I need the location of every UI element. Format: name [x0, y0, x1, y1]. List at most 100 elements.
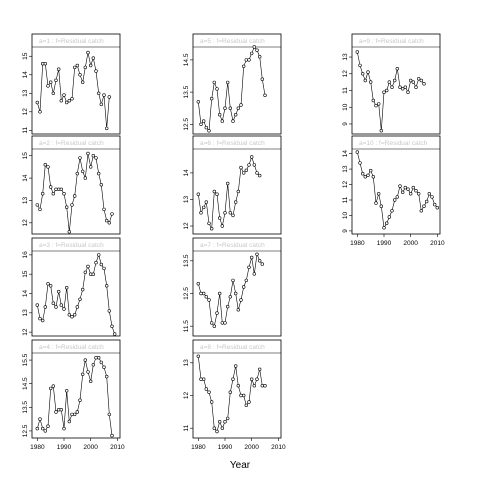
panel-8-ytick-label: 13 [183, 359, 190, 367]
panel-9-frame [351, 33, 441, 135]
panel-2-point [102, 207, 106, 212]
panel-7-point [247, 265, 251, 269]
panel-2-ytick-label: 13 [22, 196, 29, 204]
panel-5-ytick-label: 13.5 [183, 85, 190, 98]
panel-8-point [223, 420, 227, 424]
panel-4-point [64, 389, 69, 393]
panel-6-point [236, 189, 241, 194]
panel-6-point [231, 213, 235, 218]
panel-3-point [80, 287, 85, 292]
panel-5-point [210, 96, 214, 101]
panel-4-xtick-label: 2000 [83, 444, 98, 451]
panel-4-point [102, 365, 106, 369]
panel-2-point [94, 156, 98, 160]
panel-2-point [48, 185, 53, 189]
panel-4-point [94, 356, 98, 360]
panel-2-point [70, 203, 74, 207]
panel-8-point [260, 384, 264, 388]
panel-9-point [363, 78, 367, 83]
panel-6-point [255, 171, 259, 175]
panel-10-point [355, 150, 359, 154]
panel-10-point [395, 195, 399, 199]
panel-5-point [202, 119, 206, 123]
panel-3-point [94, 260, 98, 265]
panel-10-xtick-label: 2000 [403, 240, 418, 247]
panel-10-point [398, 184, 402, 188]
panel-10-point [361, 172, 365, 176]
panel-2-point [104, 218, 109, 223]
panel-8-point [202, 377, 206, 381]
panel-9-point [411, 80, 415, 84]
panel-2-point [80, 169, 85, 174]
panel-8-point [210, 400, 214, 404]
panel-1-ytick-label: 11 [22, 127, 29, 134]
panel-4-xtick-label: 1990 [57, 444, 72, 451]
panel-9-ytick-label: 13 [342, 53, 349, 61]
panel-7-point [252, 272, 257, 276]
panel-1-point [104, 126, 109, 131]
panel-4-point [43, 429, 47, 433]
panel-4-point [67, 419, 72, 424]
panel-10-point [435, 206, 439, 210]
panel-4-xtick-label: 1980 [30, 444, 45, 451]
panel-10-point [379, 204, 383, 208]
panel-3-point [99, 262, 104, 267]
panel-9-point [361, 72, 365, 76]
panel-7-point [207, 298, 211, 302]
panel-2-point [43, 163, 47, 167]
panel-7-point [220, 321, 225, 325]
panel-3-ytick-label: 16 [22, 251, 29, 259]
panel-10-point [358, 161, 362, 165]
panel-10-point [369, 168, 373, 173]
panel-10-point [401, 190, 405, 195]
panel-5-point [255, 48, 259, 52]
panel-4-point [75, 410, 80, 414]
panel-2-point [54, 187, 58, 192]
panel-6-point [223, 211, 227, 215]
panel-4-point [88, 379, 93, 383]
panel-1-point [91, 56, 96, 60]
panel-9-point [358, 63, 362, 68]
panel-2-point [67, 230, 72, 234]
panel-2-point [88, 165, 93, 169]
panel-1-point [70, 97, 74, 101]
panel-2-point [86, 151, 90, 156]
panel-3-point [83, 270, 88, 274]
panel-1-point [86, 50, 90, 55]
panel-10-point [409, 192, 413, 196]
panel-2-point [51, 192, 55, 196]
panel-5-point [215, 87, 219, 91]
panel-1-point [35, 100, 39, 105]
panel-8-point [258, 367, 262, 371]
panel-6-point [244, 168, 249, 173]
panel-1-point [72, 65, 77, 70]
panel-5-point [263, 93, 267, 98]
panel-1-ytick-label: 13 [22, 89, 29, 97]
panel-10-point [371, 175, 375, 179]
panel-2-point [72, 194, 77, 198]
panel-10-point [403, 185, 407, 190]
panel-1-point [64, 100, 69, 105]
panel-5-frame [192, 33, 282, 135]
panel-6-point [239, 165, 243, 170]
panel-9-point [398, 85, 402, 89]
panel-3-strip-label: a=3 : f=Residual catch [39, 242, 104, 249]
panel-3-point [67, 313, 72, 317]
panel-8-point [196, 354, 201, 358]
panel-6-point [228, 211, 233, 215]
panel-3-ytick-label: 14 [22, 290, 29, 298]
panel-3-point [102, 266, 106, 271]
panel-8-point [236, 384, 241, 388]
panel-4-point [62, 426, 66, 431]
panel-10-point [422, 204, 426, 208]
panel-7-point [234, 291, 238, 296]
panel-9-point [419, 78, 423, 83]
panel-9-point [414, 85, 418, 89]
panel-1-point [51, 91, 55, 96]
panel-4-point [107, 412, 112, 417]
panel-3-point [43, 305, 47, 309]
panel-4-point [40, 426, 45, 431]
panel-1-point [43, 61, 47, 66]
panel-8-xtick-label: 2010 [271, 444, 286, 451]
panel-8-strip-label: a=8 : f=Residual catch [200, 344, 265, 351]
